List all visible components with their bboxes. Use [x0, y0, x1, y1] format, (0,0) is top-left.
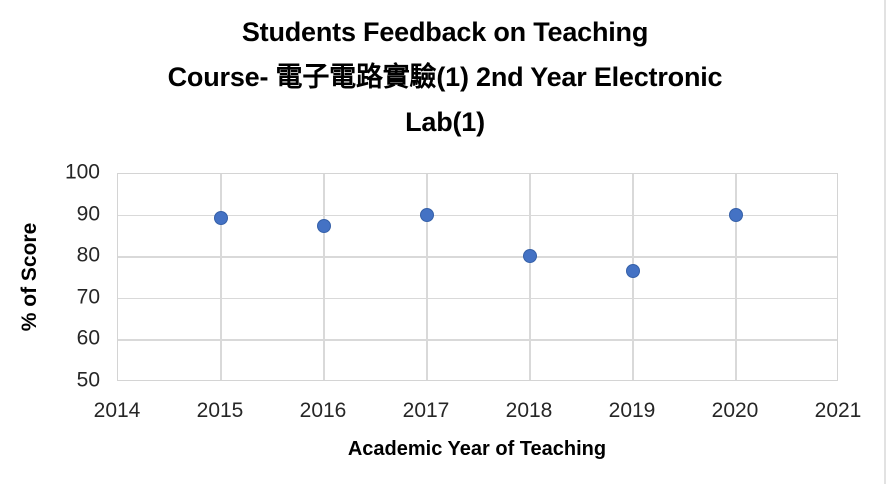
- x-gridline-2015: [220, 174, 222, 380]
- plot-area: [117, 173, 838, 381]
- x-tick-label-2014: 2014: [93, 399, 141, 422]
- y-gridline-90: [118, 214, 837, 217]
- x-tick-label-2020: 2020: [711, 399, 759, 422]
- chart-title-line-3: Lab(1): [405, 107, 485, 137]
- y-tick-label-90: 90: [76, 202, 100, 226]
- y-gridline-80: [118, 256, 837, 258]
- y-tick-label-50: 50: [76, 368, 100, 392]
- data-point-2015: [214, 210, 228, 225]
- chart-title-line-1: Students Feedback on Teaching: [241, 17, 649, 47]
- y-tick-label-70: 70: [76, 285, 100, 309]
- x-tick-label-2017: 2017: [402, 399, 450, 422]
- data-point-2018: [523, 248, 537, 263]
- x-gridline-2020: [735, 174, 737, 380]
- data-point-2016: [317, 219, 331, 233]
- data-point-2019: [626, 263, 640, 278]
- y-gridline-60: [118, 339, 837, 341]
- x-gridline-2018: [529, 174, 531, 380]
- x-tick-label-2015: 2015: [196, 399, 244, 422]
- screenshot-right-edge-line: [884, 0, 886, 484]
- x-gridline-2017: [426, 174, 428, 380]
- x-tick-label-2018: 2018: [505, 399, 553, 422]
- x-axis-title: Academic Year of Teaching: [347, 438, 607, 460]
- x-gridline-2016: [323, 174, 325, 380]
- y-axis-title: % of Score: [18, 222, 41, 332]
- y-tick-label-100: 100: [64, 160, 100, 184]
- data-point-2020: [729, 208, 743, 223]
- y-tick-label-80: 80: [76, 243, 100, 267]
- chart-title: Students Feedback on Teaching Course- 電子…: [0, 10, 890, 145]
- x-tick-label-2021: 2021: [814, 399, 862, 422]
- y-tick-label-60: 60: [76, 326, 100, 350]
- x-tick-label-2019: 2019: [608, 399, 656, 422]
- x-tick-label-2016: 2016: [299, 399, 347, 422]
- chart-title-line-2: Course- 電子電路實驗(1) 2nd Year Electronic: [167, 62, 723, 92]
- data-point-2017: [420, 208, 434, 223]
- y-gridline-70: [118, 297, 837, 300]
